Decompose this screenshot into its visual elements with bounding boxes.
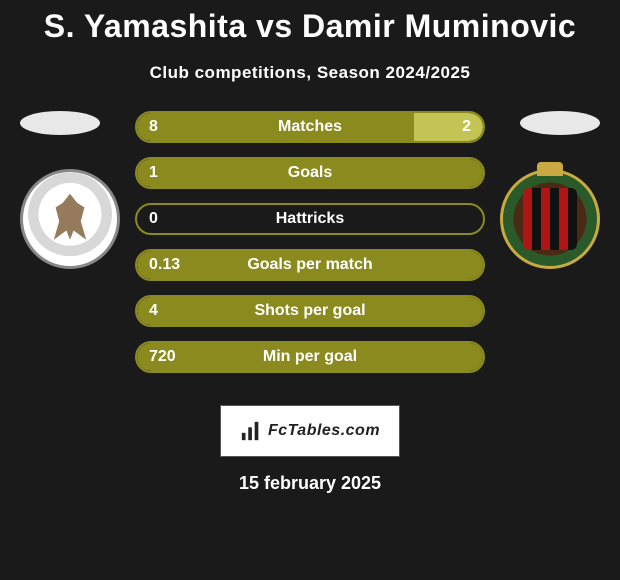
player2-country-flag [520, 111, 600, 135]
date-label: 15 february 2025 [0, 473, 620, 494]
stat-value-left: 0.13 [149, 256, 180, 274]
player2-club-badge [500, 169, 600, 269]
stat-value-right: 2 [462, 118, 471, 136]
player1-club-badge [20, 169, 120, 269]
stat-row: Min per goal720 [135, 341, 485, 373]
player1-country-flag [20, 111, 100, 135]
comparison-panel: Matches8 2 Goals1 Hattricks0 Goals per match… [0, 111, 620, 391]
subtitle: Club competitions, Season 2024/2025 [0, 63, 620, 83]
stat-value-left: 4 [149, 302, 158, 320]
stat-row: Goals1 [135, 157, 485, 189]
stat-row: Matches8 2 [135, 111, 485, 143]
stat-row: Shots per goal4 [135, 295, 485, 327]
brand-logo: FcTables.com [220, 405, 400, 457]
stat-row: Hattricks0 [135, 203, 485, 235]
page-title: S. Yamashita vs Damir Muminovic [0, 0, 620, 45]
stat-bars: Matches8 2 Goals1 Hattricks0 Goals per match… [135, 111, 485, 387]
stat-label: Goals per match [137, 256, 483, 274]
stat-row: Goals per match0.13 [135, 249, 485, 281]
stat-value-left: 8 [149, 118, 158, 136]
stat-value-left: 720 [149, 348, 176, 366]
stat-label: Matches [137, 118, 483, 136]
brand-text: FcTables.com [268, 422, 380, 440]
stat-label: Goals [137, 164, 483, 182]
stat-label: Shots per goal [137, 302, 483, 320]
stat-value-left: 1 [149, 164, 158, 182]
stat-label: Hattricks [137, 210, 483, 228]
stat-value-left: 0 [149, 210, 158, 228]
stat-label: Min per goal [137, 348, 483, 366]
chart-icon [240, 420, 262, 442]
